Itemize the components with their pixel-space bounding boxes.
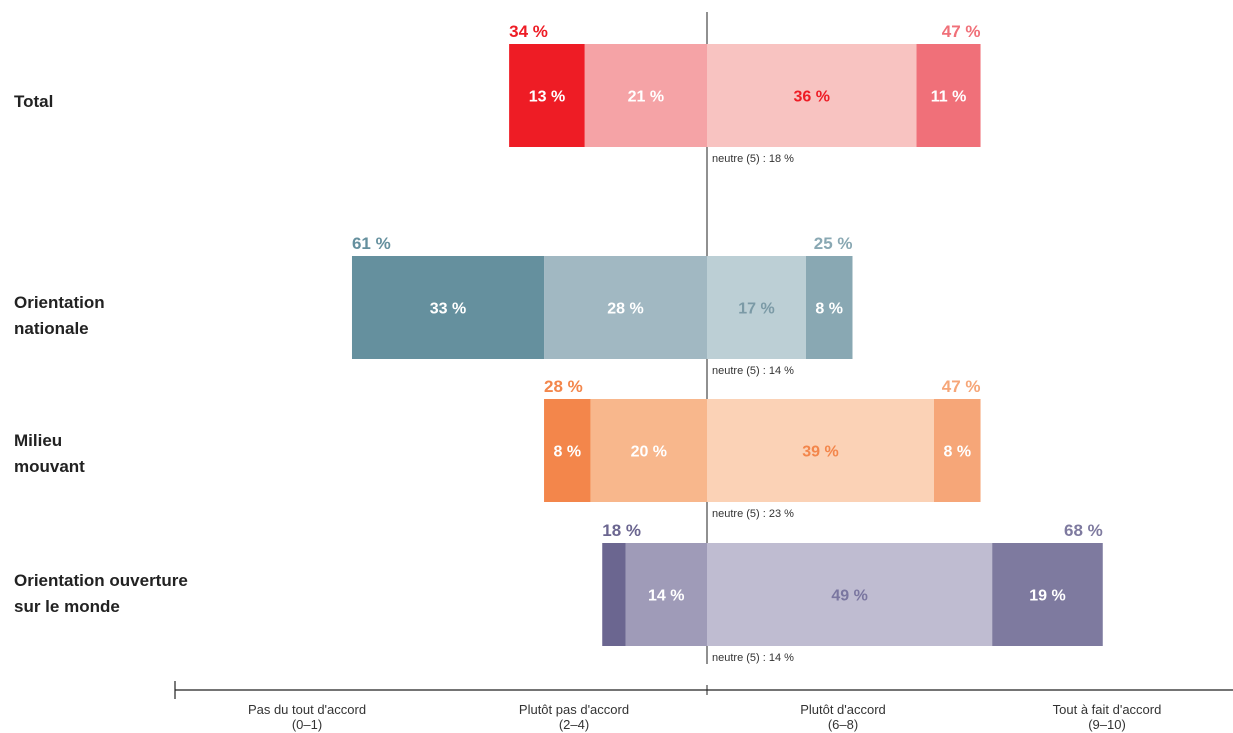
labels-layer: Pas du tout d'accord(0–1) Plutôt pas d'ac… bbox=[14, 22, 1161, 732]
bar-segment bbox=[625, 543, 707, 646]
x-axis-category-label: Tout à fait d'accord bbox=[1053, 702, 1162, 717]
disagree-total-label: 34 % bbox=[509, 22, 548, 41]
agree-total-label: 68 % bbox=[1064, 521, 1103, 540]
neutral-note: neutre (5) : 23 % bbox=[712, 508, 794, 520]
group-label: nationale bbox=[14, 319, 89, 338]
segment-value-label: 28 % bbox=[607, 301, 643, 318]
bar-segment bbox=[916, 44, 981, 147]
x-axis-category-range: (6–8) bbox=[828, 717, 858, 732]
bar-segment bbox=[544, 399, 591, 502]
segment-value-label: 8 % bbox=[554, 444, 582, 461]
bar-segment bbox=[707, 256, 806, 359]
segment-value-label: 39 % bbox=[802, 444, 838, 461]
group-label: sur le monde bbox=[14, 597, 120, 616]
bar-segment bbox=[933, 399, 981, 502]
bar-segment bbox=[602, 543, 626, 646]
bar-segment bbox=[992, 543, 1103, 646]
segment-value-label: 13 % bbox=[529, 89, 565, 106]
bar-segment bbox=[707, 543, 993, 646]
neutral-note: neutre (5) : 14 % bbox=[712, 652, 794, 664]
bar-segment bbox=[590, 399, 707, 502]
agree-total-label: 25 % bbox=[814, 234, 853, 253]
neutral-note: neutre (5) : 18 % bbox=[712, 153, 794, 165]
bar-segment bbox=[707, 44, 917, 147]
agree-total-label: 47 % bbox=[942, 377, 981, 396]
group-label: Orientation ouverture bbox=[14, 571, 188, 590]
bar-segment bbox=[584, 44, 707, 147]
x-axis-category-label: Plutôt pas d'accord bbox=[519, 702, 629, 717]
bar-segment bbox=[544, 256, 707, 359]
bar-segment bbox=[707, 399, 934, 502]
segment-value-label: 19 % bbox=[1029, 588, 1065, 605]
segment-value-label: 8 % bbox=[815, 301, 843, 318]
group-label: Total bbox=[14, 92, 53, 111]
x-axis-category-label: Pas du tout d'accord bbox=[248, 702, 366, 717]
disagree-total-label: 28 % bbox=[544, 377, 583, 396]
segment-value-label: 8 % bbox=[943, 444, 971, 461]
segment-value-label: 17 % bbox=[738, 301, 774, 318]
x-axis-category-range: (0–1) bbox=[292, 717, 322, 732]
bar-segment bbox=[351, 256, 545, 359]
bar-segment bbox=[509, 44, 585, 147]
x-axis-category-label: Plutôt d'accord bbox=[800, 702, 886, 717]
segment-value-label: 49 % bbox=[831, 588, 867, 605]
group-label: mouvant bbox=[14, 457, 85, 476]
segment-value-label: 33 % bbox=[430, 301, 466, 318]
agree-total-label: 47 % bbox=[942, 22, 981, 41]
x-axis-category-range: (2–4) bbox=[559, 717, 589, 732]
segment-value-label: 11 % bbox=[931, 89, 967, 106]
segment-value-label: 36 % bbox=[794, 89, 830, 106]
segment-value-label: 20 % bbox=[631, 444, 667, 461]
group-label: Orientation bbox=[14, 293, 105, 312]
disagree-total-label: 61 % bbox=[352, 234, 391, 253]
neutral-note: neutre (5) : 14 % bbox=[712, 365, 794, 377]
bar-segment bbox=[805, 256, 853, 359]
disagree-total-label: 18 % bbox=[602, 521, 641, 540]
segment-value-label: 21 % bbox=[628, 89, 664, 106]
segment-value-label: 14 % bbox=[648, 588, 684, 605]
x-axis-category-range: (9–10) bbox=[1088, 717, 1126, 732]
bars-layer bbox=[351, 44, 1103, 646]
group-label: Milieu bbox=[14, 431, 62, 450]
